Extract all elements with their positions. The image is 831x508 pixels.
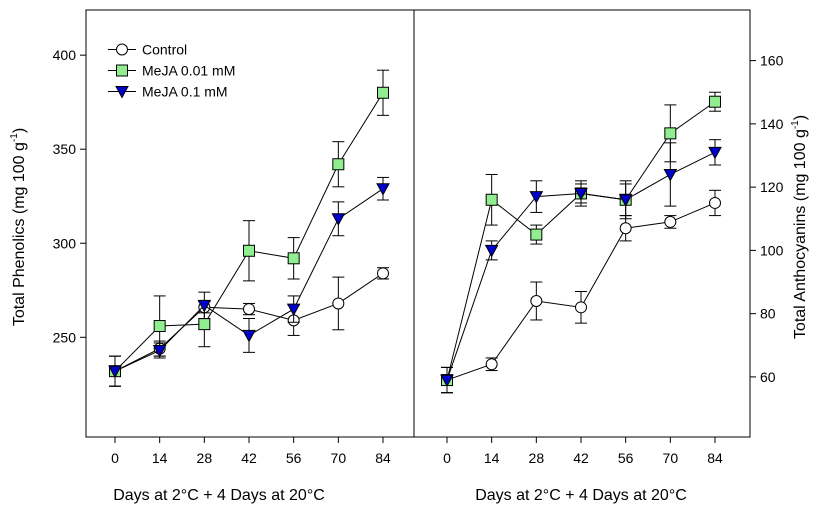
point-right-meja-0-01-mm-5 <box>664 127 677 140</box>
point-left-meja-0-01-mm-2 <box>198 318 211 331</box>
y-tick-label-right-4: 140 <box>760 116 784 132</box>
series-right-meja-0-1-mm <box>440 139 722 394</box>
y-tick-label-left-0: 250 <box>53 329 77 345</box>
x-tick-label-left-0: 0 <box>111 450 119 466</box>
point-left-meja-0-1-mm-4 <box>286 303 301 317</box>
x-tick-label-left-6: 84 <box>375 450 391 466</box>
x-tick-label-right-4: 56 <box>618 450 634 466</box>
y-tick-label-right-0: 60 <box>760 369 776 385</box>
series-left-meja-0-1-mm <box>108 176 390 387</box>
y-tick-label-right-2: 100 <box>760 242 784 258</box>
legend: Control MeJA 0.01 mM MeJA 0.1 mM <box>108 42 235 100</box>
point-left-meja-0-01-mm-1 <box>153 320 166 333</box>
x-axis-label-right: Days at 2°C + 4 Days at 20°C <box>475 487 687 504</box>
legend-marker-meja-0-01-mm <box>116 64 128 77</box>
point-left-control-6 <box>377 267 389 280</box>
point-left-meja-0-1-mm-1 <box>152 344 167 358</box>
x-axis-label-left: Days at 2°C + 4 Days at 20°C <box>113 487 325 504</box>
legend-label-meja-0-1: MeJA 0.1 mM <box>142 84 228 100</box>
y-tick-label-left-2: 350 <box>53 141 77 157</box>
point-right-meja-0-1-mm-2 <box>529 191 544 204</box>
point-left-meja-0-1-mm-0 <box>108 365 122 379</box>
x-tick-label-left-3: 42 <box>241 450 257 466</box>
point-right-meja-0-1-mm-5 <box>663 168 678 182</box>
point-right-meja-0-1-mm-3 <box>574 187 588 201</box>
point-right-meja-0-1-mm-4 <box>618 194 633 207</box>
x-tick-label-left-5: 70 <box>331 450 347 466</box>
x-tick-label-right-3: 42 <box>573 450 589 466</box>
series-right-control <box>441 189 721 394</box>
legend-label-control: Control <box>142 42 187 58</box>
x-tick-label-right-1: 14 <box>484 450 500 466</box>
right-panel-anthocyanins: 60 80 100 120 140 160 0 14 28 42 56 70 84 <box>440 53 784 466</box>
legend-marker-meja-0-1-mm <box>115 86 129 99</box>
y-tick-label-right-1: 80 <box>760 306 776 322</box>
point-left-meja-0-1-mm-2 <box>197 299 212 313</box>
left-panel-phenolics: 250 300 350 400 0 14 28 42 56 70 84 <box>53 47 391 466</box>
legend-item-control: Control <box>108 42 187 58</box>
outer-frame <box>85 9 751 438</box>
point-left-meja-0-1-mm-6 <box>376 183 390 196</box>
point-right-control-3 <box>575 301 587 314</box>
y-axis-label-left: Total Phenolics (mg 100 g-1) <box>9 128 28 326</box>
point-right-meja-0-1-mm-0 <box>440 374 454 388</box>
point-left-meja-0-01-mm-4 <box>287 252 300 265</box>
y-axis-label-right: Total Anthocyanins (mg 100 g-1) <box>790 115 809 339</box>
y-tick-label-right-5: 160 <box>760 53 784 69</box>
legend-item-meja-0-01: MeJA 0.01 mM <box>108 63 235 79</box>
point-left-meja-0-01-mm-5 <box>332 158 345 171</box>
point-right-meja-0-1-mm-6 <box>708 146 722 160</box>
y-tick-label-left-1: 300 <box>53 235 77 251</box>
x-tick-label-right-5: 70 <box>663 450 679 466</box>
point-left-control-5 <box>332 297 345 310</box>
x-tick-label-right-2: 28 <box>529 450 545 466</box>
point-right-meja-0-01-mm-2 <box>530 228 543 241</box>
point-left-meja-0-1-mm-5 <box>331 213 346 226</box>
point-right-control-6 <box>709 196 721 209</box>
point-right-meja-0-1-mm-1 <box>484 244 499 258</box>
point-left-meja-0-1-mm-3 <box>242 329 256 343</box>
legend-marker-control <box>116 43 128 56</box>
y-tick-label-right-3: 120 <box>760 179 784 195</box>
plot-frames <box>85 9 751 438</box>
series-right-meja-0-01-mm <box>441 91 721 394</box>
point-right-meja-0-01-mm-6 <box>709 95 721 108</box>
legend-item-meja-0-1: MeJA 0.1 mM <box>108 84 228 100</box>
legend-label-meja-0-01: MeJA 0.01 mM <box>142 63 235 79</box>
point-left-meja-0-01-mm-6 <box>377 86 389 99</box>
point-right-control-5 <box>664 215 677 228</box>
x-tick-label-left-1: 14 <box>152 450 168 466</box>
y-tick-label-left-3: 400 <box>53 47 77 63</box>
x-tick-label-left-4: 56 <box>286 450 302 466</box>
point-right-control-1 <box>485 358 498 371</box>
point-right-meja-0-01-mm-1 <box>485 193 498 206</box>
x-tick-label-left-2: 28 <box>197 450 213 466</box>
point-left-meja-0-01-mm-3 <box>243 244 255 257</box>
point-right-control-2 <box>530 294 543 307</box>
x-tick-label-right-6: 84 <box>707 450 723 466</box>
point-left-control-3 <box>243 303 255 316</box>
x-tick-label-right-0: 0 <box>443 450 451 466</box>
point-right-control-4 <box>619 222 632 235</box>
